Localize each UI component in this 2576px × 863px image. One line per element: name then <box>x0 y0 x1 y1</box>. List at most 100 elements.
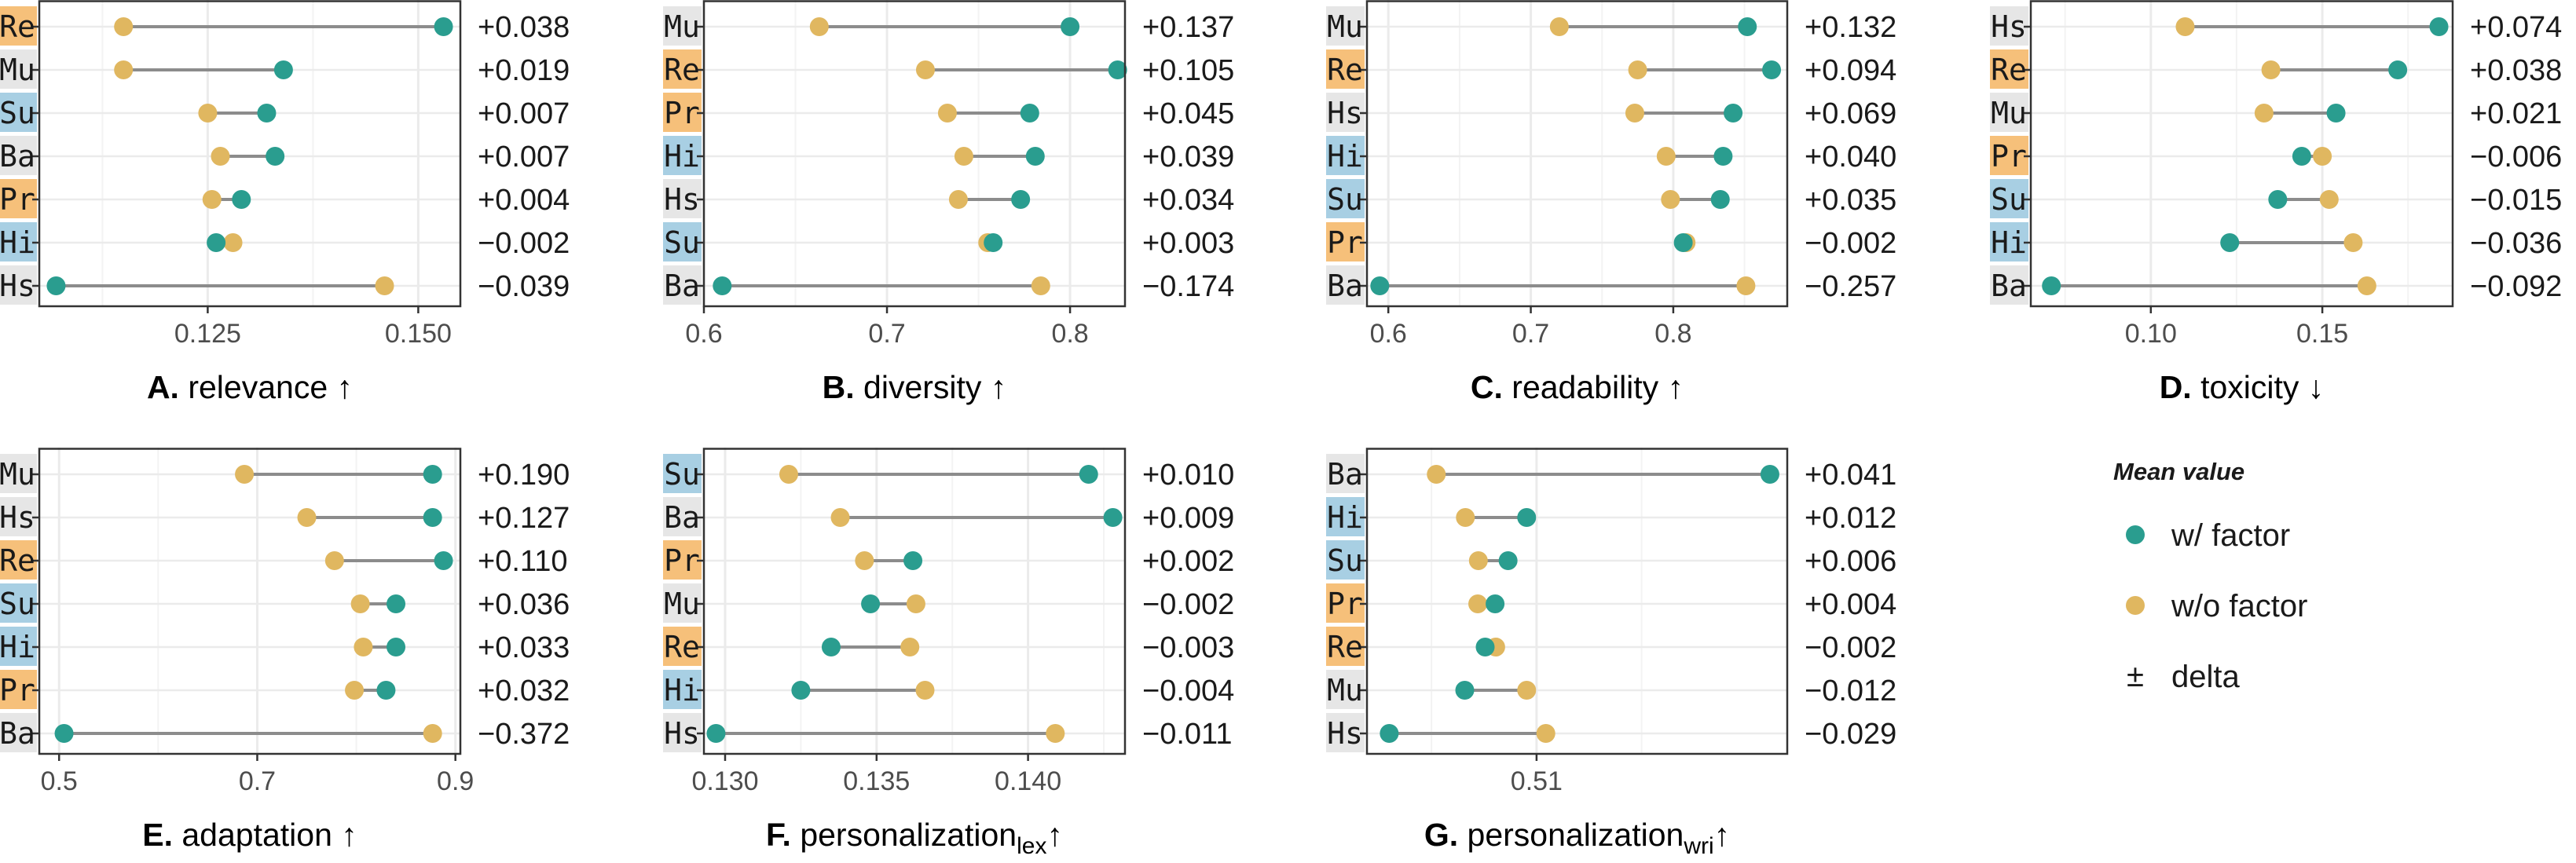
category-label: Hi <box>0 630 35 664</box>
data-row-ba: Ba +0.009 <box>663 497 1234 536</box>
point-with-factor <box>2042 276 2061 295</box>
category-chip <box>663 670 702 709</box>
category-chip <box>0 179 37 218</box>
category-label: Ba <box>0 139 35 174</box>
data-row-re: Re +0.038 <box>0 6 570 46</box>
data-row-su: Su −0.015 <box>1990 179 2562 218</box>
delta-label: −0.029 <box>1805 718 1896 751</box>
data-row-pr: Pr +0.004 <box>1326 583 1896 623</box>
panel-metric: relevance <box>179 369 328 405</box>
point-with-factor <box>232 190 251 209</box>
data-row-hs: Hs −0.011 <box>663 713 1232 752</box>
point-with-factor <box>273 60 293 79</box>
data-row-mu: Mu −0.002 <box>663 583 1234 623</box>
panel-e: 0.5 0.7 0.9 Mu +0.190 Hs +0.127 Re +0.110 Su +0.03… <box>0 448 570 853</box>
category-label: Hs <box>0 500 35 535</box>
delta-label: +0.127 <box>478 502 570 535</box>
point-with-factor <box>984 233 1003 252</box>
category-chip <box>1990 136 2028 175</box>
panel-letter: F. <box>766 817 791 853</box>
panel-arrow: ↑ <box>981 369 1006 405</box>
category-label: Ba <box>664 500 700 535</box>
category-chip <box>663 583 702 623</box>
data-row-pr: Pr −0.006 <box>1990 136 2562 175</box>
delta-label: −0.372 <box>478 718 570 751</box>
point-without-factor <box>1625 104 1644 123</box>
point-without-factor <box>779 465 798 484</box>
x-tick-label: 0.125 <box>174 319 241 349</box>
delta-label: +0.045 <box>1142 97 1234 130</box>
data-row-pr: Pr +0.002 <box>663 540 1234 580</box>
data-row-su: Su +0.036 <box>0 583 570 623</box>
category-label: Hi <box>1991 225 2027 260</box>
category-chip <box>1326 179 1365 218</box>
point-with-factor <box>1762 60 1782 79</box>
delta-label: −0.004 <box>1142 675 1234 708</box>
point-with-factor <box>387 638 406 656</box>
category-chip <box>663 49 702 89</box>
delta-label: −0.002 <box>478 227 570 260</box>
point-without-factor <box>1536 724 1555 743</box>
point-with-factor <box>706 724 726 743</box>
point-with-factor <box>1079 465 1098 484</box>
point-with-factor <box>2326 104 2346 123</box>
category-chip <box>1326 583 1365 623</box>
x-tick-label: 0.150 <box>385 319 452 349</box>
point-without-factor <box>1427 465 1446 484</box>
category-label: Su <box>0 96 35 130</box>
delta-label: −0.012 <box>1805 675 1896 708</box>
category-label: Su <box>1327 182 1363 217</box>
point-without-factor <box>1656 147 1676 166</box>
point-without-factor <box>948 190 968 209</box>
delta-label: −0.002 <box>1142 588 1234 621</box>
legend-label: w/o factor <box>2171 589 2307 623</box>
data-row-hs: Hs +0.127 <box>0 497 570 536</box>
point-with-factor <box>434 551 453 570</box>
point-with-factor <box>1738 17 1757 36</box>
panel-title: B. diversity ↑ <box>823 369 1007 405</box>
category-chip <box>663 540 702 580</box>
category-chip <box>0 49 37 89</box>
category-chip <box>0 222 37 261</box>
point-without-factor <box>906 594 925 613</box>
category-label: Re <box>664 53 700 87</box>
panel-letter: E. <box>142 817 173 853</box>
category-label: Hi <box>664 139 700 174</box>
panel-title: F. personalizationlex↑ <box>766 817 1063 859</box>
category-chip <box>1326 93 1365 132</box>
data-row-hi: Hi +0.040 <box>1326 136 1896 175</box>
point-with-factor <box>1103 508 1123 527</box>
category-chip <box>663 222 702 261</box>
x-tick-label: 0.130 <box>691 766 758 796</box>
data-row-mu: Mu +0.021 <box>1990 93 2562 132</box>
category-label: Su <box>0 587 35 621</box>
delta-label: +0.009 <box>1142 502 1234 535</box>
data-row-su: Su +0.006 <box>1326 540 1896 580</box>
category-label: Pr <box>0 182 35 217</box>
category-chip <box>1326 265 1365 305</box>
category-label: Mu <box>1327 9 1363 44</box>
point-without-factor <box>297 508 317 527</box>
data-row-re: Re +0.038 <box>1990 49 2562 89</box>
data-row-re: Re +0.094 <box>1326 49 1896 89</box>
category-chip <box>1326 49 1365 89</box>
point-with-factor <box>1517 508 1537 527</box>
category-label: Hi <box>1327 500 1363 535</box>
panel-letter: A. <box>147 369 179 405</box>
point-with-factor <box>257 104 277 123</box>
point-without-factor <box>235 465 255 484</box>
point-without-factor <box>2261 60 2281 79</box>
point-with-factor <box>1455 681 1475 700</box>
x-tick-label: 0.10 <box>2125 319 2177 349</box>
category-label: Mu <box>664 587 700 621</box>
delta-label: −0.002 <box>1805 631 1896 664</box>
delta-label: +0.002 <box>1142 545 1234 578</box>
category-chip <box>663 497 702 536</box>
data-row-hs: Hs +0.069 <box>1326 93 1896 132</box>
x-tick-label: 0.135 <box>843 766 910 796</box>
point-without-factor <box>114 60 134 79</box>
point-with-factor <box>1108 60 1127 79</box>
category-label: Re <box>0 543 35 578</box>
category-label: Ba <box>0 716 35 751</box>
panel-border <box>2029 0 2454 308</box>
